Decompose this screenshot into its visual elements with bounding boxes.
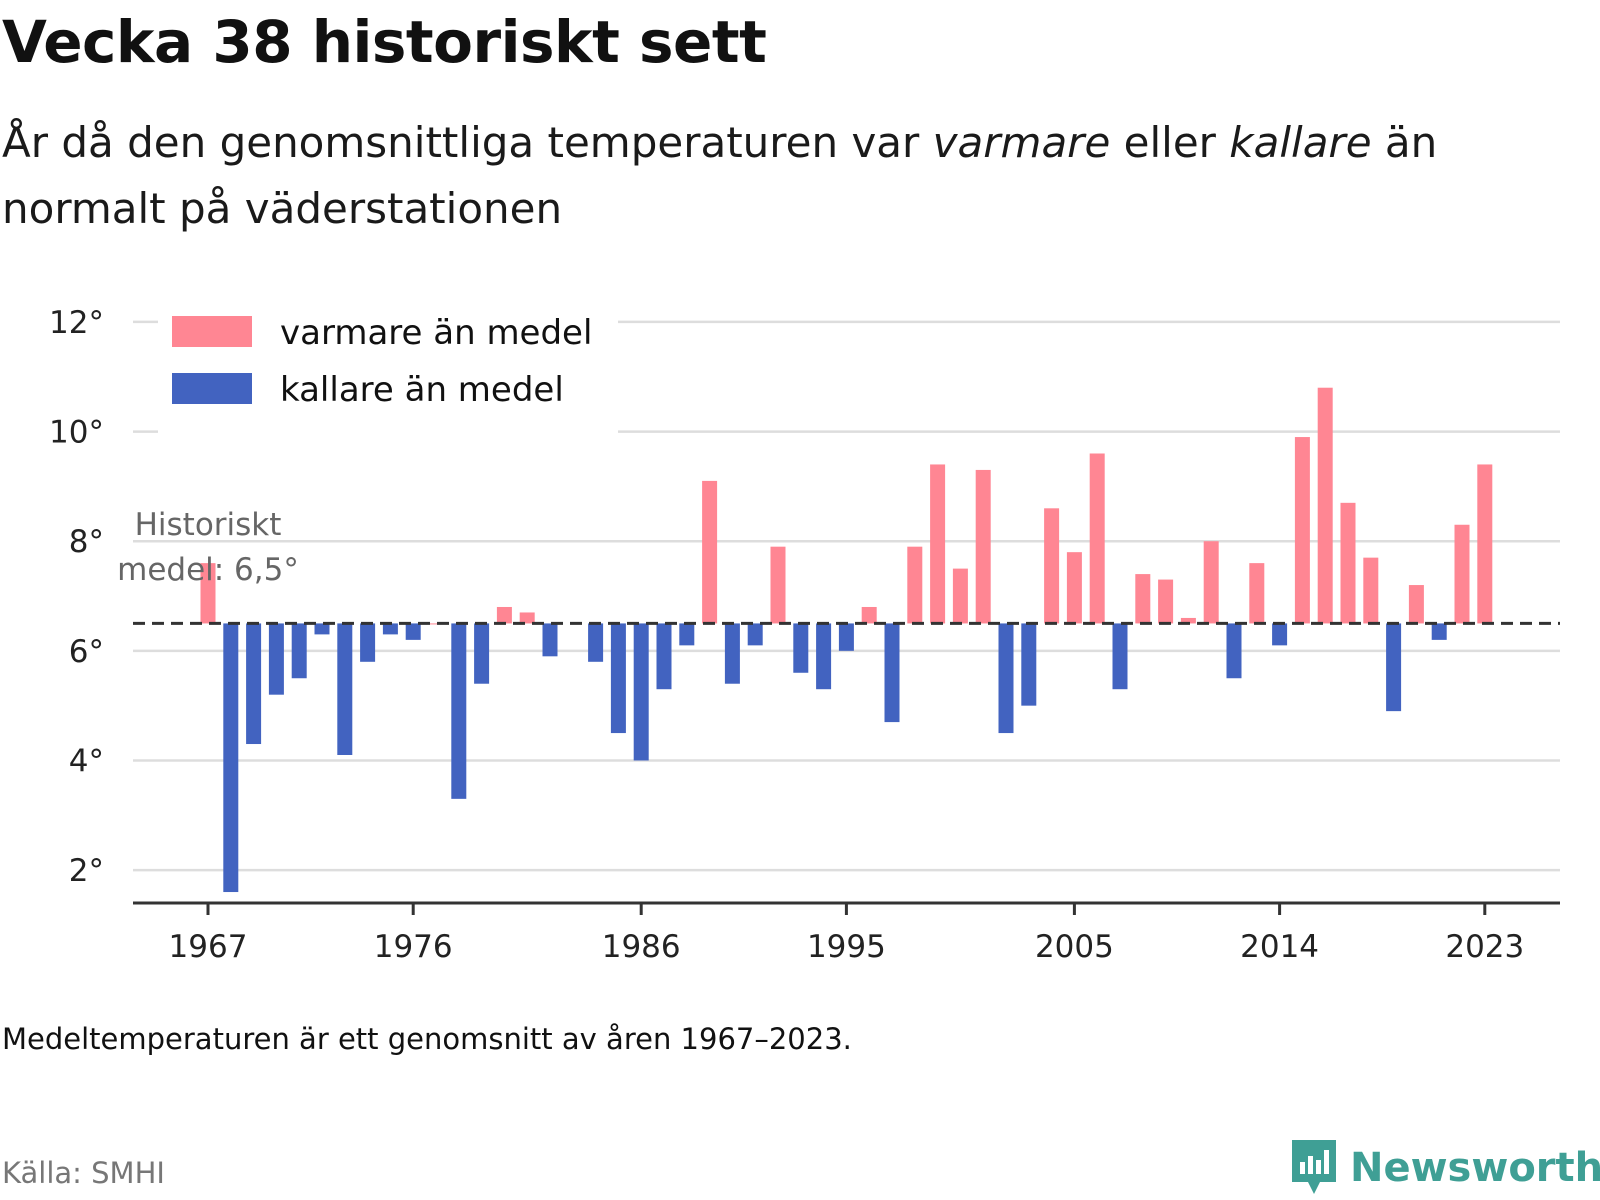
bar-cold-1994 xyxy=(816,623,832,690)
bar-warm-2018 xyxy=(1363,557,1379,624)
bar-cold-2007 xyxy=(1112,623,1128,690)
y-tick-label: 10° xyxy=(49,415,104,451)
x-tick-label: 2014 xyxy=(1240,929,1319,965)
bar-warm-2005 xyxy=(1066,552,1082,624)
subtitle-warm-word: varmare xyxy=(932,118,1111,167)
bar-cold-1995 xyxy=(838,623,854,651)
bar-warm-2020 xyxy=(1408,585,1424,624)
subtitle-cold-word: kallare xyxy=(1229,118,1372,167)
y-tick-label: 2° xyxy=(69,853,104,889)
bar-cold-1991 xyxy=(747,623,763,646)
bar-cold-1972 xyxy=(314,623,330,635)
bar-warm-1992 xyxy=(770,546,786,624)
bar-cold-1987 xyxy=(656,623,672,690)
bar-cold-1984 xyxy=(588,623,604,662)
y-tick-label: 8° xyxy=(69,524,104,560)
bar-cold-2012 xyxy=(1226,623,1242,679)
x-axis: 1967 1976 1986 1995 2005 2014 2023 xyxy=(133,901,1560,965)
brand-logo: Newsworthy xyxy=(1288,1138,1600,1198)
legend-label-warm: varmare än medel xyxy=(280,313,592,353)
bar-warm-1967 xyxy=(200,563,216,624)
bar-cold-2019 xyxy=(1386,623,1402,712)
bar-cold-1973 xyxy=(337,623,353,755)
bar-warm-2013 xyxy=(1249,563,1265,624)
bar-cold-1982 xyxy=(542,623,558,657)
bar-warm-1981 xyxy=(519,612,535,624)
bar-warm-1996 xyxy=(861,606,877,624)
legend: varmare än medel kallare än medel xyxy=(158,300,618,435)
source-credit: Källa: SMHI xyxy=(2,1156,165,1190)
x-tick-label: 1967 xyxy=(169,929,248,965)
bar-cold-2021 xyxy=(1431,623,1447,640)
x-tick-label: 1995 xyxy=(807,929,886,965)
legend-swatch-cold xyxy=(172,373,252,404)
mean-line-group: Historiskt medel: 6,5° xyxy=(117,507,1560,625)
bar-cold-2002 xyxy=(998,623,1014,734)
y-axis-ticks: 2° 4° 6° 8° 10° 12° xyxy=(49,305,104,889)
mean-label-line-2: medel: 6,5° xyxy=(117,552,299,588)
y-tick-label: 4° xyxy=(69,743,104,779)
bar-cold-1971 xyxy=(291,623,307,679)
bar-warm-2006 xyxy=(1089,453,1105,624)
x-tick-label: 2023 xyxy=(1445,929,1524,965)
bar-warm-1980 xyxy=(496,606,512,624)
x-tick-label: 1986 xyxy=(602,929,681,965)
bar-warm-2015 xyxy=(1294,437,1310,624)
mean-label-line-1: Historiskt xyxy=(135,507,282,543)
brand-name: Newsworthy xyxy=(1350,1145,1600,1191)
bar-warm-2009 xyxy=(1158,579,1174,624)
subtitle-part-2: eller xyxy=(1110,118,1230,167)
x-tick-label: 2005 xyxy=(1035,929,1114,965)
bar-warm-1999 xyxy=(930,464,946,624)
bar-warm-2016 xyxy=(1317,387,1333,624)
bar-warm-2011 xyxy=(1203,541,1219,624)
subtitle-part-1: År då den genomsnittliga temperaturen va… xyxy=(2,118,933,167)
bar-cold-1970 xyxy=(268,623,284,695)
bar-warm-2022 xyxy=(1454,524,1470,624)
bar-warm-1998 xyxy=(907,546,923,624)
bar-warm-2023 xyxy=(1477,464,1493,624)
bar-cold-1993 xyxy=(793,623,809,673)
bar-cold-1997 xyxy=(884,623,900,723)
subtitle-part-3: än normalt på väderstationen xyxy=(2,118,1438,233)
bar-cold-1975 xyxy=(382,623,398,635)
y-tick-label: 12° xyxy=(49,305,104,341)
bar-cold-1978 xyxy=(451,623,467,799)
bar-cold-1979 xyxy=(474,623,490,684)
bar-cold-1985 xyxy=(610,623,626,734)
bar-chart: 2° 4° 6° 8° 10° 12° Historiskt medel: 6,5° 196… xyxy=(49,300,1560,965)
chart-title: Vecka 38 historiskt sett xyxy=(2,8,767,76)
bar-cold-1988 xyxy=(679,623,695,646)
bar-warm-2017 xyxy=(1340,502,1356,624)
y-tick-label: 6° xyxy=(69,634,104,670)
x-tick-label: 1976 xyxy=(374,929,453,965)
bar-warm-1977 xyxy=(428,623,444,625)
bar-cold-1976 xyxy=(405,623,421,640)
bars xyxy=(200,387,1493,893)
footnote: Medeltemperaturen är ett genomsnitt av å… xyxy=(2,1022,852,1056)
bar-warm-2010 xyxy=(1180,617,1196,624)
newsworthy-logo-icon xyxy=(1292,1140,1336,1194)
bar-warm-2004 xyxy=(1044,508,1060,624)
bar-cold-1969 xyxy=(246,623,262,745)
bar-cold-2003 xyxy=(1021,623,1037,706)
chart-subtitle: År då den genomsnittliga temperaturen va… xyxy=(2,110,1542,242)
bar-warm-2000 xyxy=(952,568,968,624)
legend-label-cold: kallare än medel xyxy=(280,370,564,410)
bar-cold-1990 xyxy=(724,623,740,684)
bar-cold-2014 xyxy=(1272,623,1288,646)
bar-warm-2001 xyxy=(975,469,991,624)
legend-swatch-warm xyxy=(172,316,252,347)
bar-warm-2008 xyxy=(1135,574,1151,624)
bar-cold-1986 xyxy=(633,623,649,761)
bar-warm-1989 xyxy=(702,480,718,624)
bar-cold-1974 xyxy=(360,623,376,662)
bar-cold-1968 xyxy=(223,623,239,893)
